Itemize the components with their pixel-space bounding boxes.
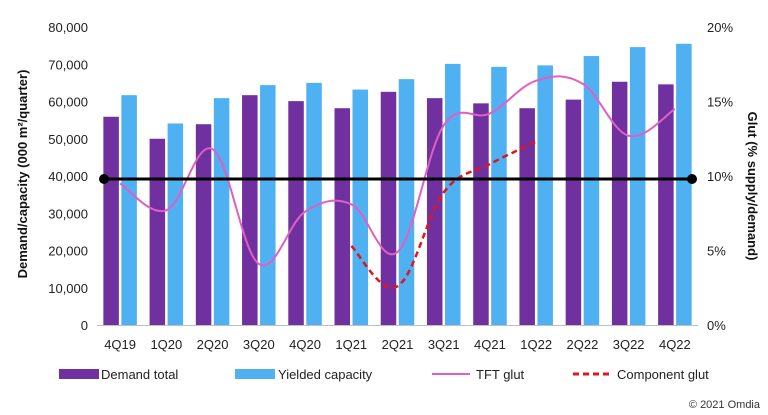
bar-yielded-capacity-2q22 (583, 56, 600, 326)
bar-yielded-capacity-4q20 (306, 82, 322, 325)
bar-demand-total-3q22 (611, 81, 628, 325)
line-tft-glut (119, 75, 676, 267)
y-left-tick-label: 0 (81, 318, 88, 333)
x-tick-label: 1Q20 (150, 337, 182, 352)
bar-demand-total-2q20 (195, 124, 212, 325)
legend-label-demand-total: Demand total (101, 367, 178, 382)
legend-swatch-yielded-capacity (235, 369, 275, 379)
bar-demand-total-4q19 (103, 116, 119, 326)
x-tick-label: 4Q20 (289, 337, 321, 352)
bar-demand-total-4q22 (658, 84, 674, 326)
bar-yielded-capacity-3q20 (260, 85, 276, 325)
x-tick-label: 4Q19 (104, 337, 136, 352)
legend: Demand total Yielded capacity TFT glut C… (59, 367, 709, 382)
y-left-tick-label: 40,000 (48, 169, 88, 184)
x-tick-label: 4Q22 (659, 337, 691, 352)
bar-yielded-capacity-4q22 (676, 43, 692, 325)
bar-layer (103, 43, 692, 326)
x-tick-label: 2Q21 (382, 337, 414, 352)
x-tick-label: 2Q20 (197, 337, 229, 352)
y-left-axis-title: Demand/capacity (000 m²/quarter) (15, 70, 30, 279)
x-tick-label: 1Q22 (520, 337, 552, 352)
bar-yielded-capacity-3q22 (629, 47, 646, 326)
y-left-tick-label: 30,000 (48, 206, 88, 221)
x-tick-label: 1Q21 (335, 337, 367, 352)
bar-demand-total-4q21 (473, 103, 489, 325)
y-left-tick-label: 80,000 (48, 20, 88, 35)
y-left-tick-label: 50,000 (48, 132, 88, 147)
x-tick-label: 2Q22 (567, 337, 599, 352)
bar-demand-total-2q21 (380, 91, 397, 325)
bar-yielded-capacity-4q21 (491, 66, 507, 326)
y-right-tick-label: 0% (707, 318, 726, 333)
bar-demand-total-4q20 (288, 101, 304, 325)
y-right-tick-label: 20% (707, 20, 733, 35)
reference-line-right-marker (687, 173, 697, 184)
bar-demand-total-1q20 (149, 138, 166, 325)
bar-yielded-capacity-1q20 (167, 123, 184, 325)
x-tick-label: 3Q22 (613, 337, 645, 352)
tick-layer: 0 10,000 20,000 30,000 40,000 50,000 60,000 70,… (48, 20, 733, 352)
x-tick-label: 4Q21 (474, 337, 506, 352)
bar-yielded-capacity-2q21 (398, 79, 415, 326)
y-right-tick-label: 10% (707, 169, 733, 184)
y-left-tick-label: 10,000 (48, 281, 88, 296)
bar-demand-total-2q22 (565, 99, 582, 325)
bar-demand-total-1q21 (334, 108, 351, 325)
reference-line-left-marker (99, 173, 109, 184)
copyright-text: © 2021 Omdia (689, 399, 761, 411)
bar-yielded-capacity-1q22 (537, 65, 553, 326)
y-right-tick-label: 15% (707, 95, 733, 110)
x-tick-label: 3Q21 (428, 337, 460, 352)
legend-label-tft-glut: TFT glut (476, 367, 525, 382)
y-right-axis-title: Glut (% supply/demand) (745, 112, 760, 261)
x-tick-label: 3Q20 (243, 337, 275, 352)
bar-yielded-capacity-4q19 (121, 95, 137, 325)
y-left-tick-label: 70,000 (48, 57, 88, 72)
bar-demand-total-1q22 (519, 108, 535, 325)
y-left-tick-label: 60,000 (48, 95, 88, 110)
bar-yielded-capacity-1q21 (352, 89, 369, 325)
bar-yielded-capacity-2q20 (213, 98, 230, 326)
bar-demand-total-3q20 (242, 95, 258, 325)
bar-yielded-capacity-3q21 (444, 63, 461, 325)
y-right-tick-label: 5% (707, 244, 726, 259)
line-component-glut (350, 140, 537, 289)
legend-swatch-demand-total (59, 369, 99, 379)
y-left-tick-label: 20,000 (48, 244, 88, 259)
legend-label-component-glut: Component glut (617, 367, 709, 382)
legend-label-yielded-capacity: Yielded capacity (278, 367, 373, 382)
line-layer (99, 75, 697, 289)
